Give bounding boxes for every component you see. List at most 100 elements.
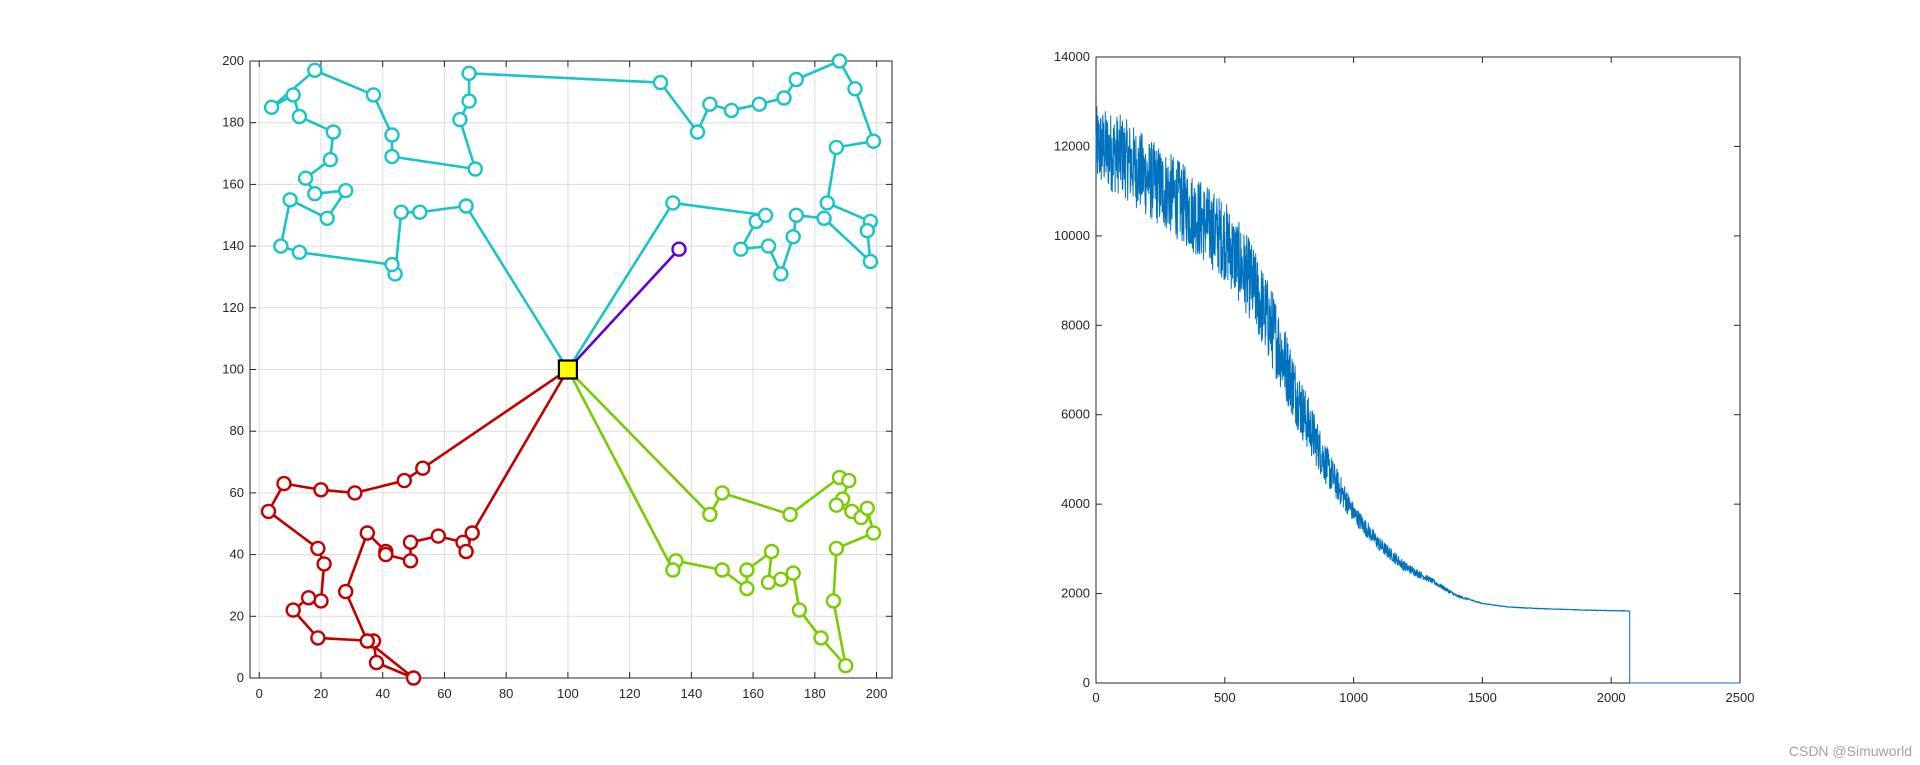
customer-point [300, 590, 317, 606]
customer-point [702, 96, 718, 112]
y-tick-label: 4000 [1061, 496, 1090, 511]
customer-point [276, 475, 292, 492]
x-tick-label: 140 [681, 686, 703, 701]
customer-point [819, 195, 835, 211]
customer-point [384, 127, 400, 143]
x-tick-label: 100 [557, 686, 579, 701]
convergence-line [1095, 106, 1740, 684]
customer-point [260, 503, 277, 520]
convergence-plot-ticks [1095, 56, 1741, 684]
customer-point [285, 87, 301, 103]
customer-point [751, 96, 767, 112]
customer-point [760, 238, 777, 254]
y-tick-label: 80 [230, 423, 244, 438]
customer-point [310, 630, 326, 646]
route-plot-series [260, 53, 882, 686]
customer-point [458, 198, 474, 214]
x-tick-label: 180 [804, 686, 826, 701]
customer-point [828, 497, 845, 513]
customer-point [313, 482, 329, 498]
y-tick-label: 140 [222, 238, 244, 253]
customer-point [313, 593, 329, 609]
y-tick-label: 6000 [1061, 407, 1090, 422]
route-line [566, 248, 680, 371]
route-plot-y-tick-labels: 0 20 40 60 80 100 120 140 160 180 200 [222, 53, 244, 685]
x-tick-label: 2500 [1726, 690, 1755, 705]
customer-point [785, 229, 801, 245]
customer-point [828, 139, 845, 156]
convergence-plot-frame [1095, 56, 1741, 684]
customer-point [865, 133, 882, 149]
route-plot: 0 20 40 60 80 100 120 140 160 180 200 0 20 40 60 80 100… [222, 53, 893, 701]
customer-point [310, 540, 326, 557]
customer-point [402, 534, 419, 550]
watermark: CSDN @Simuworld [1788, 743, 1912, 759]
customer-point [714, 485, 730, 501]
y-tick-label: 2000 [1061, 586, 1090, 601]
y-tick-label: 200 [222, 53, 244, 68]
x-tick-label: 80 [499, 686, 513, 701]
customer-point [831, 53, 848, 69]
customer-point [723, 102, 740, 119]
customer-point [865, 525, 882, 541]
customer-point [405, 670, 422, 686]
y-tick-label: 10000 [1054, 228, 1090, 243]
customer-point [384, 148, 400, 165]
route-line [267, 368, 570, 680]
customer-point [291, 244, 308, 261]
y-tick-label: 60 [230, 485, 244, 500]
customer-point [285, 602, 301, 618]
customer-point [291, 108, 308, 125]
y-tick-label: 20 [230, 608, 244, 623]
customer-point [652, 74, 669, 91]
x-tick-label: 200 [866, 686, 888, 701]
customer-point [338, 182, 354, 199]
customer-point [396, 472, 412, 489]
customer-point [322, 151, 338, 168]
y-tick-label: 14000 [1054, 49, 1090, 64]
customer-point [760, 574, 777, 591]
customer-point [739, 562, 755, 578]
y-tick-label: 0 [237, 670, 244, 685]
customer-point [838, 658, 854, 674]
route-plot-ticks [250, 60, 892, 679]
convergence-plot: 0 500 1000 1500 2000 2500 0 2000 4000 6000 8000 10… [1054, 49, 1755, 705]
customer-point [785, 565, 801, 581]
customer-point [325, 124, 341, 140]
y-tick-label: 180 [222, 115, 244, 130]
customer-point [307, 62, 323, 79]
customer-point [359, 525, 375, 541]
customer-point [702, 506, 718, 523]
x-tick-label: 160 [742, 686, 764, 701]
route-line [566, 368, 875, 668]
customer-point [733, 241, 749, 257]
customer-point [841, 472, 857, 489]
customer-point [847, 81, 863, 97]
x-tick-label: 60 [437, 686, 451, 701]
customer-point [828, 540, 845, 557]
customer-point [813, 630, 829, 646]
customer-point [347, 485, 363, 501]
customer-point [862, 253, 879, 270]
customer-point [757, 207, 774, 224]
x-tick-label: 500 [1214, 690, 1236, 705]
customer-point [689, 124, 706, 140]
customer-point [671, 241, 687, 257]
customer-point [791, 602, 808, 618]
customer-point [368, 654, 385, 671]
x-tick-label: 1500 [1468, 690, 1497, 705]
customer-point [467, 161, 483, 177]
x-tick-label: 20 [314, 686, 328, 701]
customer-point [825, 593, 842, 609]
x-tick-label: 40 [375, 686, 389, 701]
y-tick-label: 40 [230, 547, 244, 562]
customer-point [773, 571, 789, 587]
customer-point [430, 528, 446, 544]
customer-point [788, 207, 804, 224]
customer-point [859, 222, 875, 239]
y-tick-label: 160 [222, 176, 244, 191]
customer-point [402, 553, 419, 569]
convergence-plot-series [1095, 106, 1740, 684]
customer-point [763, 543, 780, 560]
